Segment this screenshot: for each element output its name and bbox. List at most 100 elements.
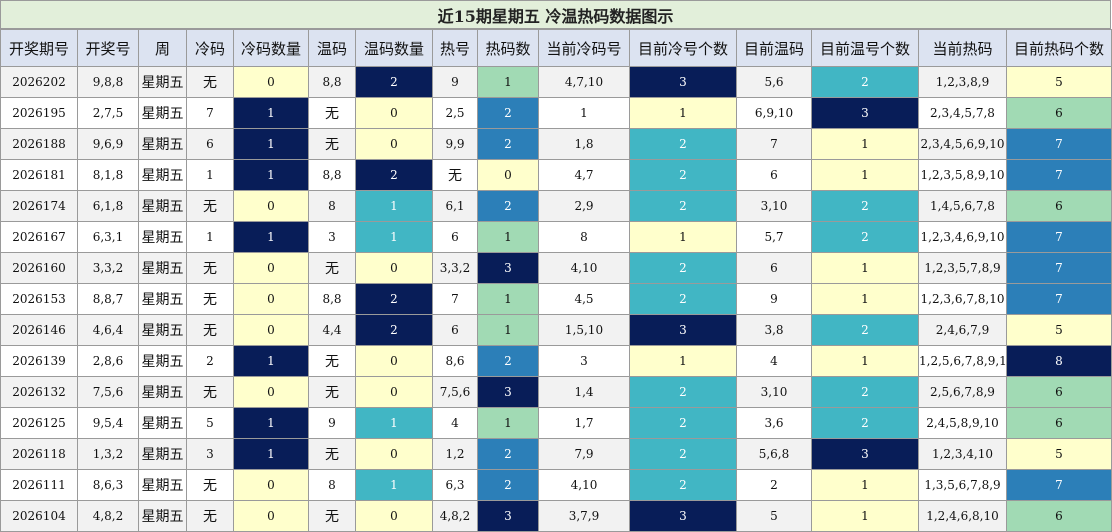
cell-11: 3,8: [736, 314, 812, 346]
cell-12: 1: [811, 283, 919, 315]
cell-8: 1: [477, 407, 539, 439]
cell-4: 0: [233, 283, 309, 315]
table-row: 2026104 4,8,2 星期五无 0 无 0 4,8,2 3 3,7,9 3 5 1 1,2,4,6…: [0, 500, 1112, 532]
column-header-12: 目前温号个数: [811, 29, 919, 67]
cell-8: 1: [477, 314, 539, 346]
cell-14: 5: [1006, 66, 1112, 98]
cell-8: 2: [477, 345, 539, 377]
cell-11: 5: [736, 500, 812, 532]
cell-3: 7: [186, 97, 234, 129]
cell-0: 2026153: [0, 283, 78, 315]
column-header-3: 冷码: [186, 29, 234, 67]
cell-5: 无: [308, 128, 356, 160]
table-row: 2026202 9,8,8 星期五无 0 8,8 2 9 1 4,7,10 3 5,6 2 1,2,3,…: [0, 66, 1112, 98]
cell-6: 0: [355, 345, 433, 377]
cell-10: 2: [629, 159, 737, 191]
cell-3: 无: [186, 283, 234, 315]
cell-4: 1: [233, 97, 309, 129]
cell-5: 无: [308, 376, 356, 408]
cell-4: 1: [233, 438, 309, 470]
cell-8: 2: [477, 469, 539, 501]
cell-14: 5: [1006, 438, 1112, 470]
cell-8: 2: [477, 190, 539, 222]
cell-14: 7: [1006, 128, 1112, 160]
cell-14: 7: [1006, 469, 1112, 501]
table-row: 2026167 6,3,1 星期五 1 1 3 1 6 1 8 1 5,7 2 1,2,3,4,6,9,1…: [0, 221, 1112, 253]
cell-3: 1: [186, 221, 234, 253]
cell-7: 7,5,6: [432, 376, 478, 408]
cell-1: 8,1,8: [77, 159, 139, 191]
cell-9: 8: [538, 221, 630, 253]
cell-2: 星期五: [138, 376, 187, 408]
cell-13: 1,2,3,5,8,9,10: [918, 159, 1007, 191]
cell-2: 星期五: [138, 314, 187, 346]
cell-12: 2: [811, 314, 919, 346]
column-header-11: 目前温码: [736, 29, 812, 67]
cell-9: 3: [538, 345, 630, 377]
cell-1: 9,8,8: [77, 66, 139, 98]
cell-8: 0: [477, 159, 539, 191]
cell-12: 1: [811, 500, 919, 532]
cell-3: 3: [186, 438, 234, 470]
cell-2: 星期五: [138, 221, 187, 253]
cell-4: 0: [233, 469, 309, 501]
cell-11: 7: [736, 128, 812, 160]
cell-6: 2: [355, 283, 433, 315]
cell-1: 8,8,7: [77, 283, 139, 315]
cell-9: 7,9: [538, 438, 630, 470]
cell-4: 1: [233, 345, 309, 377]
cell-11: 6: [736, 159, 812, 191]
cell-8: 2: [477, 128, 539, 160]
cell-0: 2026202: [0, 66, 78, 98]
cell-9: 1,5,10: [538, 314, 630, 346]
cell-9: 2,9: [538, 190, 630, 222]
cell-13: 2,3,4,5,6,9,10: [918, 128, 1007, 160]
cell-5: 3: [308, 221, 356, 253]
cell-1: 7,5,6: [77, 376, 139, 408]
cell-6: 1: [355, 469, 433, 501]
cell-4: 1: [233, 407, 309, 439]
cell-8: 3: [477, 252, 539, 284]
cell-9: 4,5: [538, 283, 630, 315]
cell-0: 2026174: [0, 190, 78, 222]
cell-1: 3,3,2: [77, 252, 139, 284]
cell-3: 6: [186, 128, 234, 160]
cell-1: 4,6,4: [77, 314, 139, 346]
cell-14: 6: [1006, 376, 1112, 408]
column-header-7: 热号: [432, 29, 478, 67]
cell-14: 6: [1006, 500, 1112, 532]
cell-10: 1: [629, 345, 737, 377]
data-table: 开奖期号 开奖号周冷码 冷码数量 温码 温码数量 热号 热码数 当前冷码号 目前冷号个数 目前温码…: [0, 29, 1112, 532]
table-row: 2026139 2,8,6 星期五 2 1 无 0 8,6 2 3 1 4 1 1,2,5,6,7,8,9…: [0, 345, 1112, 377]
cell-6: 2: [355, 159, 433, 191]
cell-14: 7: [1006, 159, 1112, 191]
cell-7: 3,3,2: [432, 252, 478, 284]
cell-8: 2: [477, 97, 539, 129]
cell-14: 6: [1006, 190, 1112, 222]
cell-8: 3: [477, 376, 539, 408]
cell-13: 1,2,3,6,7,8,10: [918, 283, 1007, 315]
cell-0: 2026195: [0, 97, 78, 129]
cell-10: 2: [629, 128, 737, 160]
cell-5: 8: [308, 190, 356, 222]
cell-9: 4,7: [538, 159, 630, 191]
cell-13: 1,2,3,5,7,8,9: [918, 252, 1007, 284]
cell-6: 0: [355, 438, 433, 470]
cell-4: 0: [233, 314, 309, 346]
cell-14: 7: [1006, 252, 1112, 284]
cell-0: 2026167: [0, 221, 78, 253]
cell-1: 9,6,9: [77, 128, 139, 160]
cell-10: 3: [629, 500, 737, 532]
cell-2: 星期五: [138, 97, 187, 129]
column-header-13: 当前热码: [918, 29, 1007, 67]
cell-9: 4,7,10: [538, 66, 630, 98]
cell-5: 无: [308, 97, 356, 129]
cell-5: 9: [308, 407, 356, 439]
cell-2: 星期五: [138, 407, 187, 439]
cell-5: 8,8: [308, 283, 356, 315]
cell-10: 3: [629, 66, 737, 98]
cell-14: 7: [1006, 221, 1112, 253]
cell-13: 2,4,6,7,9: [918, 314, 1007, 346]
cell-9: 4,10: [538, 252, 630, 284]
